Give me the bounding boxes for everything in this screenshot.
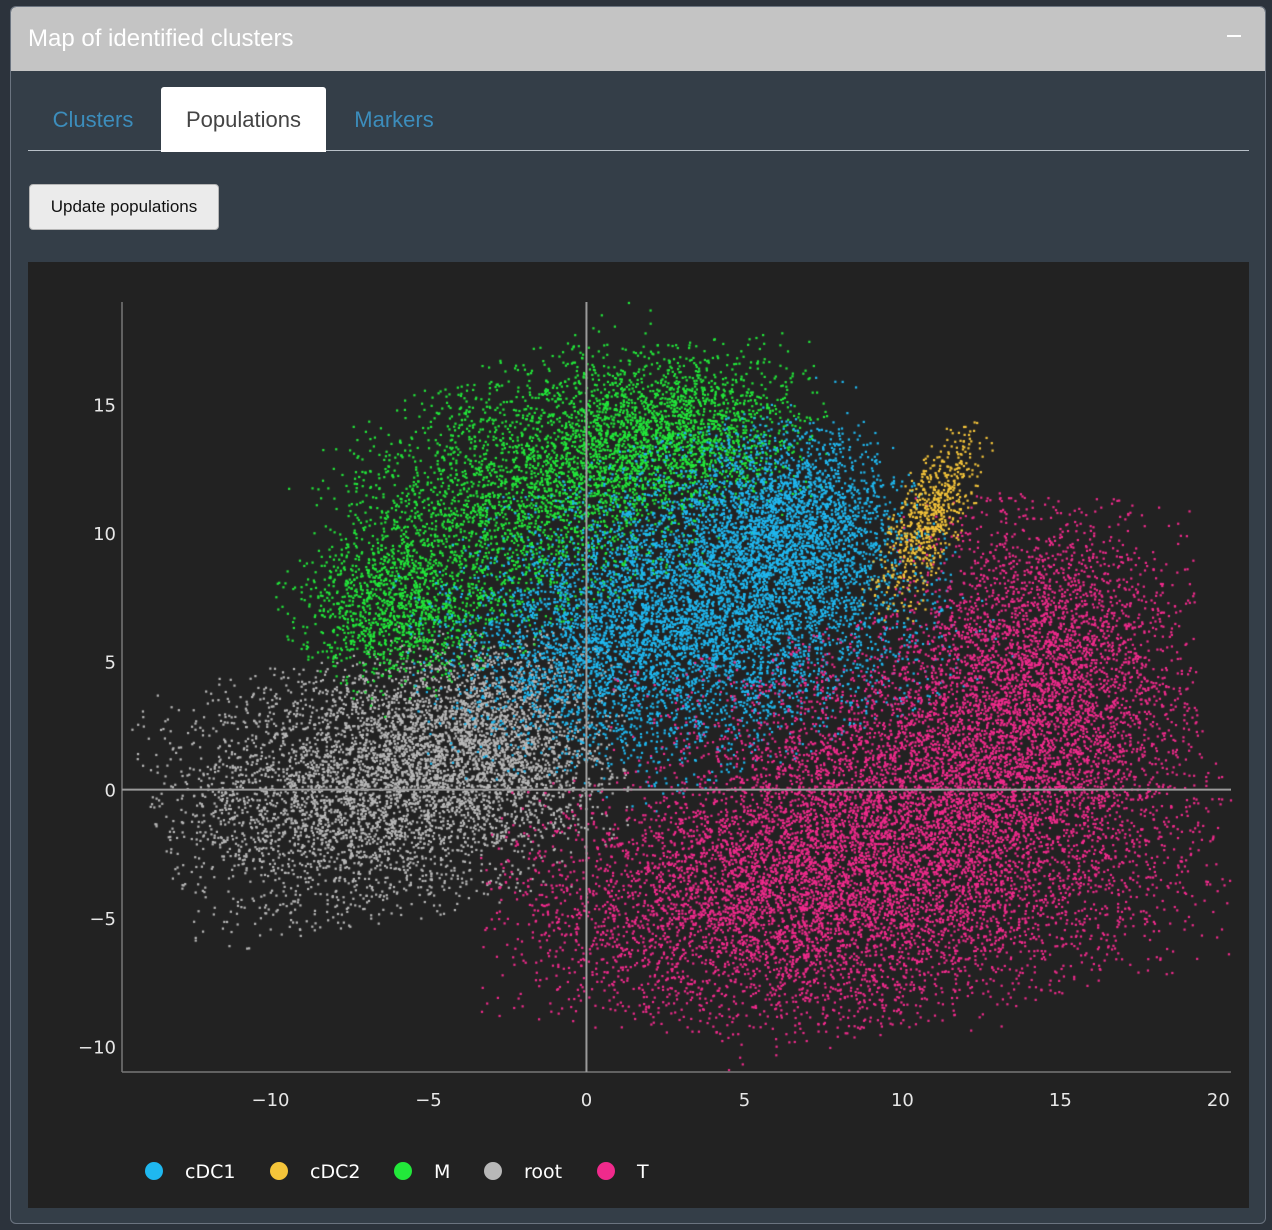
legend-item-root[interactable]: root: [484, 1161, 562, 1183]
y-tick-label: −10: [78, 1037, 116, 1058]
x-tick-label: −10: [251, 1090, 289, 1111]
panel-title: Map of identified clusters: [28, 25, 294, 52]
legend-item-cdc1[interactable]: cDC1: [145, 1161, 235, 1183]
tab-bar: Clusters Populations Markers: [28, 87, 1249, 152]
legend-label: T: [636, 1161, 649, 1183]
legend-marker: [145, 1162, 163, 1180]
legend-marker: [270, 1162, 288, 1180]
y-tick-label: −5: [89, 909, 116, 930]
y-tick-label: 0: [105, 781, 116, 802]
x-tick-label: 0: [581, 1090, 592, 1111]
y-tick-label: 5: [105, 652, 116, 673]
x-tick-label: 20: [1207, 1090, 1230, 1111]
legend-marker: [484, 1162, 502, 1180]
panel-header: Map of identified clusters: [11, 7, 1265, 71]
x-tick-label: 10: [891, 1090, 914, 1111]
legend-item-t[interactable]: T: [597, 1161, 649, 1183]
legend-item-cdc2[interactable]: cDC2: [270, 1161, 360, 1183]
legend-item-m[interactable]: M: [394, 1161, 450, 1183]
tab-populations[interactable]: Populations: [161, 87, 326, 152]
legend-label: cDC1: [185, 1161, 235, 1183]
tab-clusters[interactable]: Clusters: [52, 107, 134, 132]
x-tick-label: 5: [739, 1090, 750, 1111]
legend-label: cDC2: [310, 1161, 360, 1183]
legend-label: M: [434, 1161, 450, 1183]
scatter-points: [28, 262, 1249, 1208]
clusters-map-panel: Map of identified clusters Clusters Popu…: [10, 6, 1266, 1224]
y-tick-label: 15: [93, 396, 116, 417]
x-tick-label: 15: [1049, 1090, 1072, 1111]
update-populations-button[interactable]: Update populations: [29, 184, 219, 230]
x-tick-label: −5: [415, 1090, 442, 1111]
y-tick-label: 10: [93, 524, 116, 545]
legend-label: root: [524, 1161, 562, 1183]
legend-marker: [597, 1162, 615, 1180]
legend-marker: [394, 1162, 412, 1180]
minus-icon[interactable]: [1227, 35, 1241, 37]
tab-markers[interactable]: Markers: [354, 107, 434, 132]
